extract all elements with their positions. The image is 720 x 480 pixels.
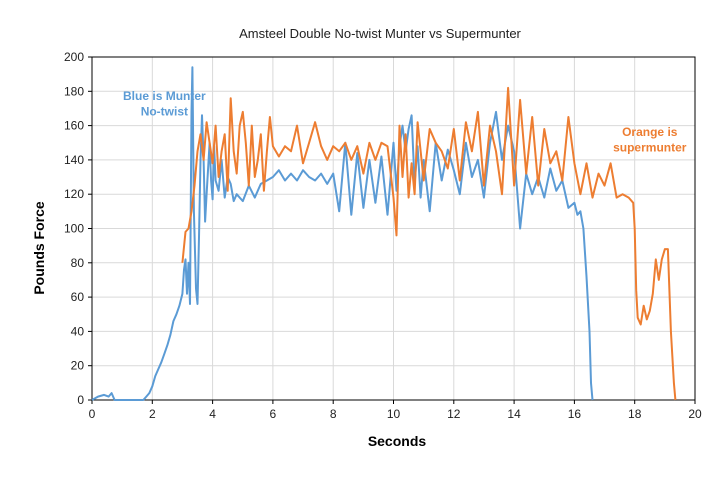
orange-series-line [181, 86, 677, 401]
x-tick-label: 16 [568, 407, 582, 421]
y-tick-label: 140 [64, 153, 84, 167]
annotation-text: Blue is Munter [123, 89, 206, 103]
x-tick-label: 10 [387, 407, 401, 421]
y-axis-label: Pounds Force [31, 201, 47, 295]
x-axis: 0 2 4 6 8 10 12 14 16 18 20 [89, 400, 702, 421]
series-group [91, 66, 677, 401]
x-tick-label: 0 [89, 407, 96, 421]
y-tick-label: 160 [64, 119, 84, 133]
y-tick-label: 20 [71, 359, 85, 373]
y-tick-label: 40 [71, 324, 85, 338]
x-axis-label: Seconds [368, 433, 427, 449]
x-tick-label: 12 [447, 407, 461, 421]
x-tick-label: 18 [628, 407, 642, 421]
y-tick-label: 80 [71, 256, 85, 270]
x-tick-label: 20 [688, 407, 702, 421]
annotation-text: Orange is [622, 125, 678, 139]
x-tick-label: 8 [330, 407, 337, 421]
x-tick-label: 4 [209, 407, 216, 421]
y-tick-label: 200 [64, 50, 84, 64]
x-tick-label: 2 [149, 407, 156, 421]
y-tick-label: 180 [64, 84, 84, 98]
chart-title: Amsteel Double No-twist Munter vs Superm… [239, 26, 521, 41]
y-tick-label: 60 [71, 290, 85, 304]
y-axis: 0 20 40 60 80 100 120 140 160 180 200 [64, 50, 92, 407]
annotation-text: supermunter [613, 140, 687, 154]
x-tick-label: 6 [270, 407, 277, 421]
annotation-text: No-twist [141, 104, 188, 118]
y-tick-label: 100 [64, 222, 84, 236]
y-tick-label: 120 [64, 187, 84, 201]
y-tick-label: 0 [77, 393, 84, 407]
blue-series-line [91, 66, 594, 401]
x-tick-label: 14 [507, 407, 521, 421]
